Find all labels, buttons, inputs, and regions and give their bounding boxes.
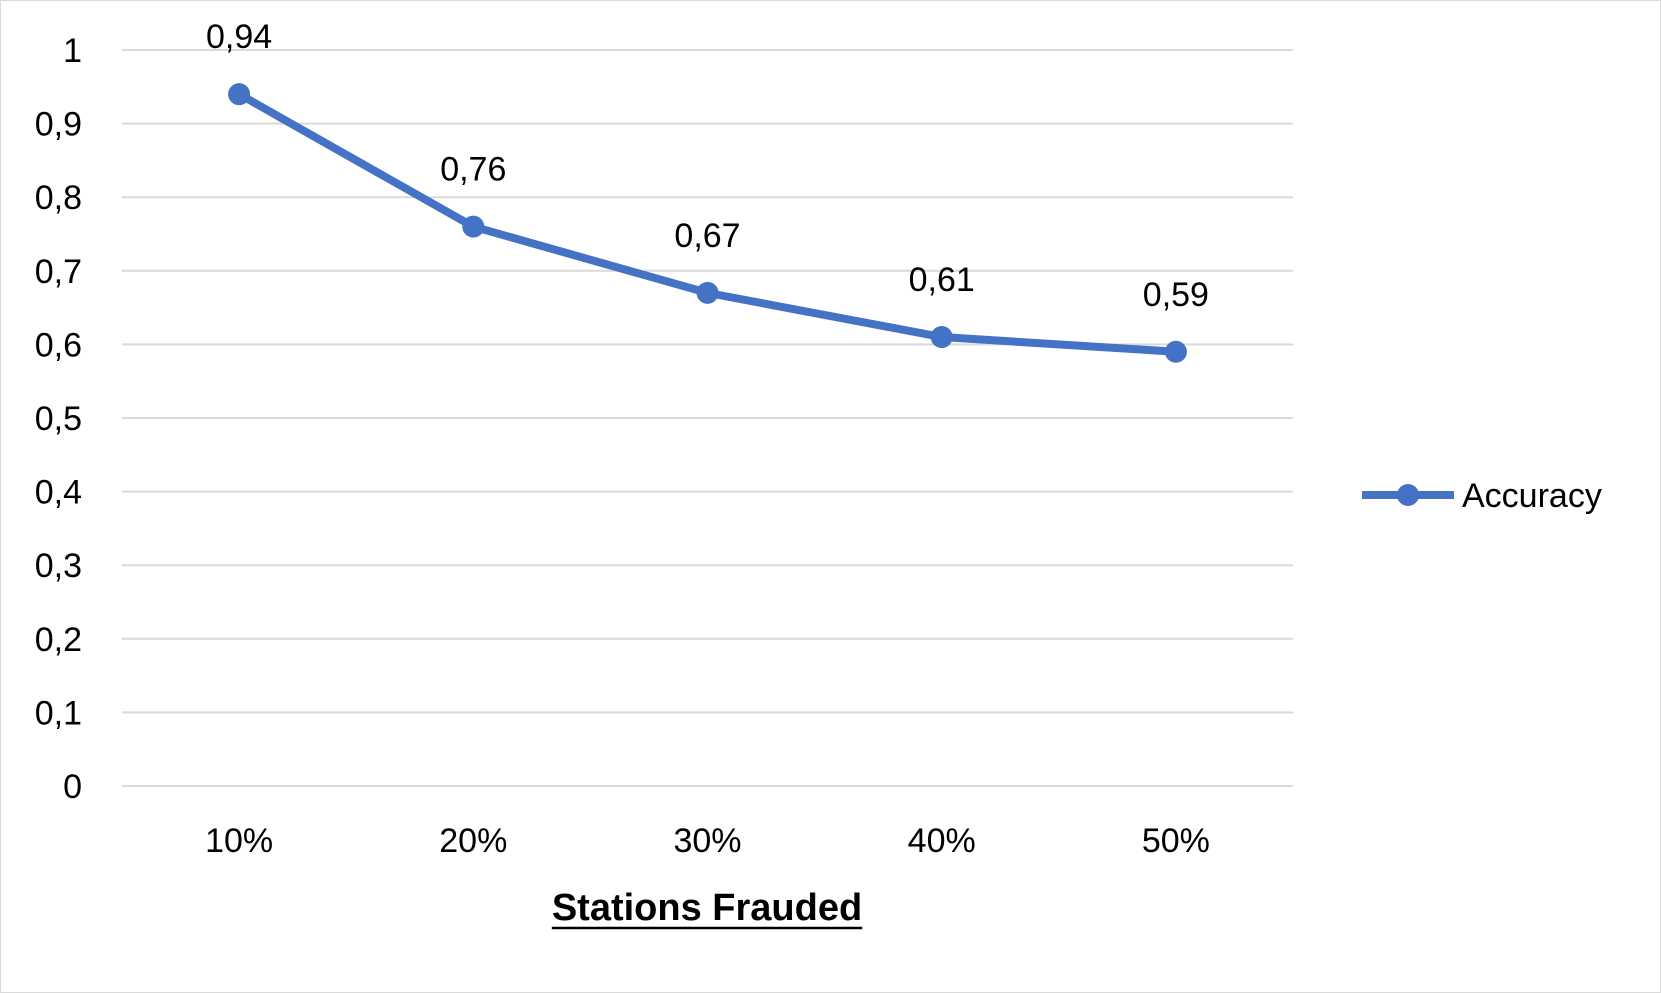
x-axis-tick-labels: 10% 20% 30% 40% 50%	[205, 822, 1210, 860]
y-tick-label: 0,5	[35, 400, 82, 438]
series-accuracy	[228, 83, 1187, 363]
x-tick-label: 40%	[908, 822, 976, 860]
y-tick-label: 1	[63, 32, 82, 70]
data-label: 0,94	[206, 18, 272, 56]
y-axis-tick-labels: 0 0,1 0,2 0,3 0,4 0,5 0,6 0,7 0,8 0,9 1	[35, 32, 82, 806]
data-label: 0,67	[674, 217, 740, 255]
data-point	[1164, 340, 1187, 363]
legend-dot-marker	[1397, 484, 1419, 506]
data-point	[228, 83, 251, 106]
y-tick-label: 0,7	[35, 253, 82, 291]
y-tick-label: 0,4	[35, 474, 82, 512]
y-tick-label: 0,2	[35, 621, 82, 659]
legend: Accuracy	[1362, 477, 1602, 515]
y-tick-label: 0,6	[35, 326, 82, 364]
data-point	[462, 215, 485, 238]
x-axis-title: Stations Frauded	[552, 887, 862, 929]
x-tick-label: 50%	[1142, 822, 1210, 860]
data-label: 0,61	[909, 261, 975, 299]
x-tick-label: 30%	[673, 822, 741, 860]
y-tick-label: 0,1	[35, 694, 82, 732]
y-tick-label: 0,8	[35, 179, 82, 217]
y-tick-label: 0,3	[35, 547, 82, 585]
data-point	[696, 281, 719, 304]
x-tick-label: 10%	[205, 822, 273, 860]
x-axis-title-group: Stations Frauded	[551, 887, 863, 930]
legend-label-accuracy: Accuracy	[1462, 477, 1602, 515]
x-tick-label: 20%	[439, 822, 507, 860]
data-label: 0,59	[1143, 276, 1209, 314]
y-tick-label: 0,9	[35, 106, 82, 144]
data-labels: 0,94 0,76 0,67 0,61 0,59	[206, 18, 1209, 314]
y-tick-label: 0	[63, 768, 82, 806]
data-point	[930, 326, 953, 349]
gridlines	[122, 49, 1293, 787]
data-label: 0,76	[440, 151, 506, 189]
